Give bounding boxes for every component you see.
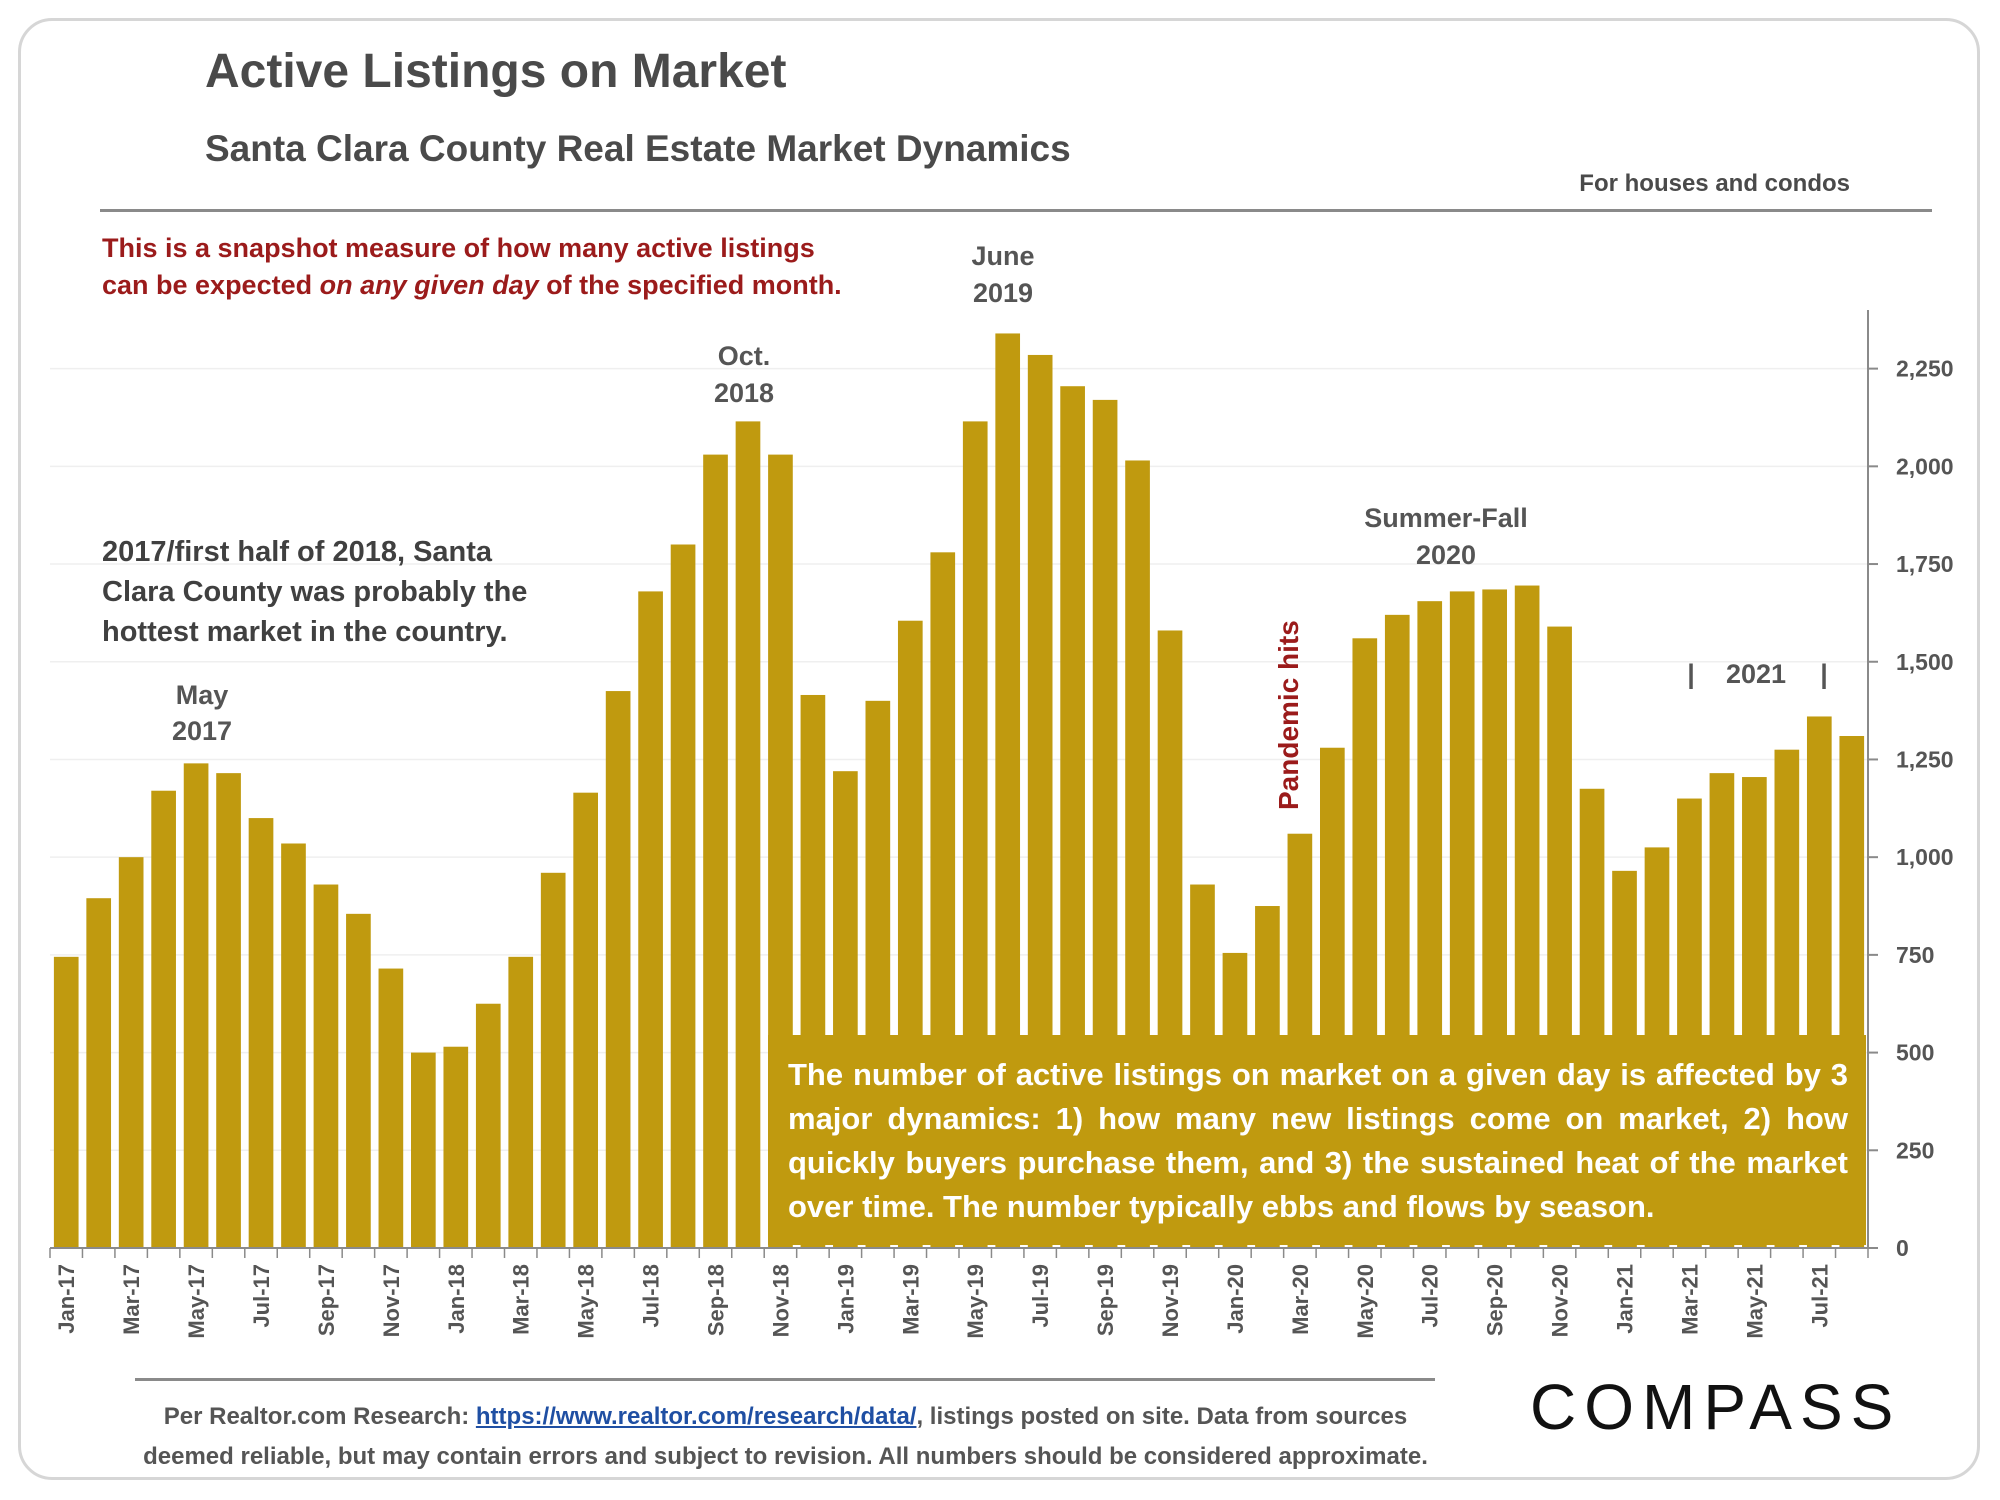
y-tick-label: 0: [1896, 1235, 1909, 1261]
annotation-oct-2018-line2: 2018: [714, 378, 774, 408]
x-tick-label: Jul-17: [249, 1264, 274, 1328]
x-tick-label: Sep-19: [1093, 1264, 1118, 1336]
source-line1: Per Realtor.com Research: https://www.re…: [133, 1397, 1438, 1437]
bar: [670, 544, 696, 1248]
snapshot-note-line1: This is a snapshot measure of how many a…: [102, 233, 815, 263]
annotation-2021-bar-left: |: [1687, 659, 1695, 689]
bar: [53, 956, 79, 1248]
x-tick-label: Nov-18: [768, 1264, 793, 1337]
annotation-june-2019-line1: June: [971, 241, 1034, 271]
x-tick-label: Sep-18: [704, 1264, 729, 1336]
y-tick-label: 500: [1896, 1040, 1934, 1066]
bar: [475, 1003, 501, 1248]
bar: [443, 1046, 469, 1248]
bar: [638, 591, 663, 1248]
x-tick-label: May-21: [1742, 1264, 1767, 1339]
snapshot-note-suffix: of the specified month.: [538, 270, 842, 300]
bar: [605, 691, 631, 1248]
annotation-summer-fall-line1: Summer-Fall: [1364, 503, 1528, 533]
header-rule: [100, 209, 1932, 212]
annotation-hottest-line1: 2017/first half of 2018, Santa: [102, 536, 493, 568]
annotation-2021-bar-right: |: [1820, 659, 1828, 689]
x-tick-label: Mar-18: [509, 1264, 534, 1335]
y-tick-label: 1,000: [1896, 844, 1954, 870]
snapshot-note: This is a snapshot measure of how many a…: [102, 230, 842, 304]
dynamics-callout: The number of active listings on market …: [768, 1035, 1866, 1245]
y-tick-label: 2,250: [1896, 356, 1954, 382]
annotation-2021: 2021: [1726, 659, 1786, 689]
x-tick-label: Jul-20: [1418, 1264, 1443, 1328]
x-tick-label: Nov-20: [1548, 1264, 1573, 1337]
x-tick-label: Jul-19: [1028, 1264, 1053, 1328]
footer-rule: [135, 1378, 1435, 1381]
bar: [735, 421, 761, 1248]
x-tick-label: Jan-18: [444, 1264, 469, 1334]
x-tick-label: Nov-19: [1158, 1264, 1183, 1337]
x-tick-label: Sep-17: [314, 1264, 339, 1336]
x-tick-label: Nov-17: [379, 1264, 404, 1337]
x-tick-label: Jan-20: [1223, 1264, 1248, 1334]
annotation-pandemic: Pandemic hits: [1273, 620, 1304, 810]
y-axis: 0 250 500 750 1,000 1,250 1,500 1,750 2,000 2,250: [1867, 310, 1954, 1261]
y-tick-label: 750: [1896, 942, 1934, 968]
bar: [86, 898, 112, 1248]
bar: [183, 763, 209, 1248]
bar: [346, 913, 371, 1248]
y-tick-label: 1,500: [1896, 649, 1954, 675]
bar: [151, 790, 176, 1248]
snapshot-note-emphasis: on any given day: [319, 270, 539, 300]
source-note: Per Realtor.com Research: https://www.re…: [133, 1397, 1438, 1477]
x-axis: Jan-17 Mar-17 May-17 Jul-17 Sep-17 Nov-17 Jan-…: [49, 1247, 1869, 1339]
x-tick-label: Jul-21: [1807, 1264, 1832, 1328]
source-line2: deemed reliable, but may contain errors …: [143, 1443, 1428, 1470]
bar: [703, 454, 728, 1248]
bar: [378, 968, 404, 1248]
x-tick-label: Jan-17: [54, 1264, 79, 1334]
bar: [281, 843, 306, 1248]
x-tick-label: Mar-19: [898, 1264, 923, 1335]
source-prefix: Per Realtor.com Research:: [163, 1403, 476, 1430]
dynamics-callout-text: The number of active listings on market …: [788, 1057, 1848, 1224]
bar: [411, 1052, 436, 1248]
y-tick-label: 250: [1896, 1137, 1934, 1163]
annotation-hottest-line2: Clara County was probably the: [102, 576, 527, 608]
bar: [118, 857, 144, 1248]
chart-title: Active Listings on Market: [205, 45, 787, 98]
y-tick-label: 2,000: [1896, 453, 1954, 479]
x-tick-label: May-20: [1353, 1264, 1378, 1339]
y-tick-label: 1,250: [1896, 746, 1954, 772]
annotation-june-2019-line2: 2019: [973, 278, 1033, 308]
snapshot-note-prefix: can be expected: [102, 270, 320, 300]
y-tick-label: 1,750: [1896, 551, 1954, 577]
bar: [216, 773, 241, 1248]
bar: [508, 956, 534, 1248]
x-tick-label: Mar-21: [1677, 1264, 1702, 1335]
x-tick-label: Jan-19: [833, 1264, 858, 1334]
snapshot-note-line2: can be expected on any given day of the …: [102, 267, 842, 304]
chart-subtitle: Santa Clara County Real Estate Market Dy…: [205, 128, 1071, 169]
x-tick-label: Mar-20: [1288, 1264, 1313, 1335]
bar: [573, 792, 598, 1248]
x-tick-label: Jul-18: [639, 1264, 664, 1328]
annotation-summer-fall-line2: 2020: [1416, 540, 1476, 570]
bar: [313, 884, 339, 1248]
source-suffix: , listings posted on site. Data from sou…: [916, 1403, 1408, 1430]
annotation-may-2017-line1: May: [176, 680, 229, 710]
x-tick-label: May-19: [963, 1264, 988, 1339]
x-tick-label: Mar-17: [119, 1264, 144, 1335]
x-tick-label: May-17: [184, 1264, 209, 1339]
bar: [248, 818, 274, 1248]
annotation-hottest-line3: hottest market in the country.: [102, 616, 508, 648]
compass-logo: COMPASS: [1530, 1371, 1902, 1443]
annotation-oct-2018-line1: Oct.: [718, 341, 771, 371]
annotation-may-2017-line2: 2017: [172, 716, 232, 746]
x-tick-label: May-18: [574, 1264, 599, 1339]
x-tick-label: Sep-20: [1483, 1264, 1508, 1336]
scope-note: For houses and condos: [1579, 170, 1850, 197]
source-link[interactable]: https://www.realtor.com/research/data/: [475, 1403, 917, 1430]
bar: [540, 872, 566, 1248]
x-tick-label: Jan-21: [1613, 1264, 1638, 1334]
